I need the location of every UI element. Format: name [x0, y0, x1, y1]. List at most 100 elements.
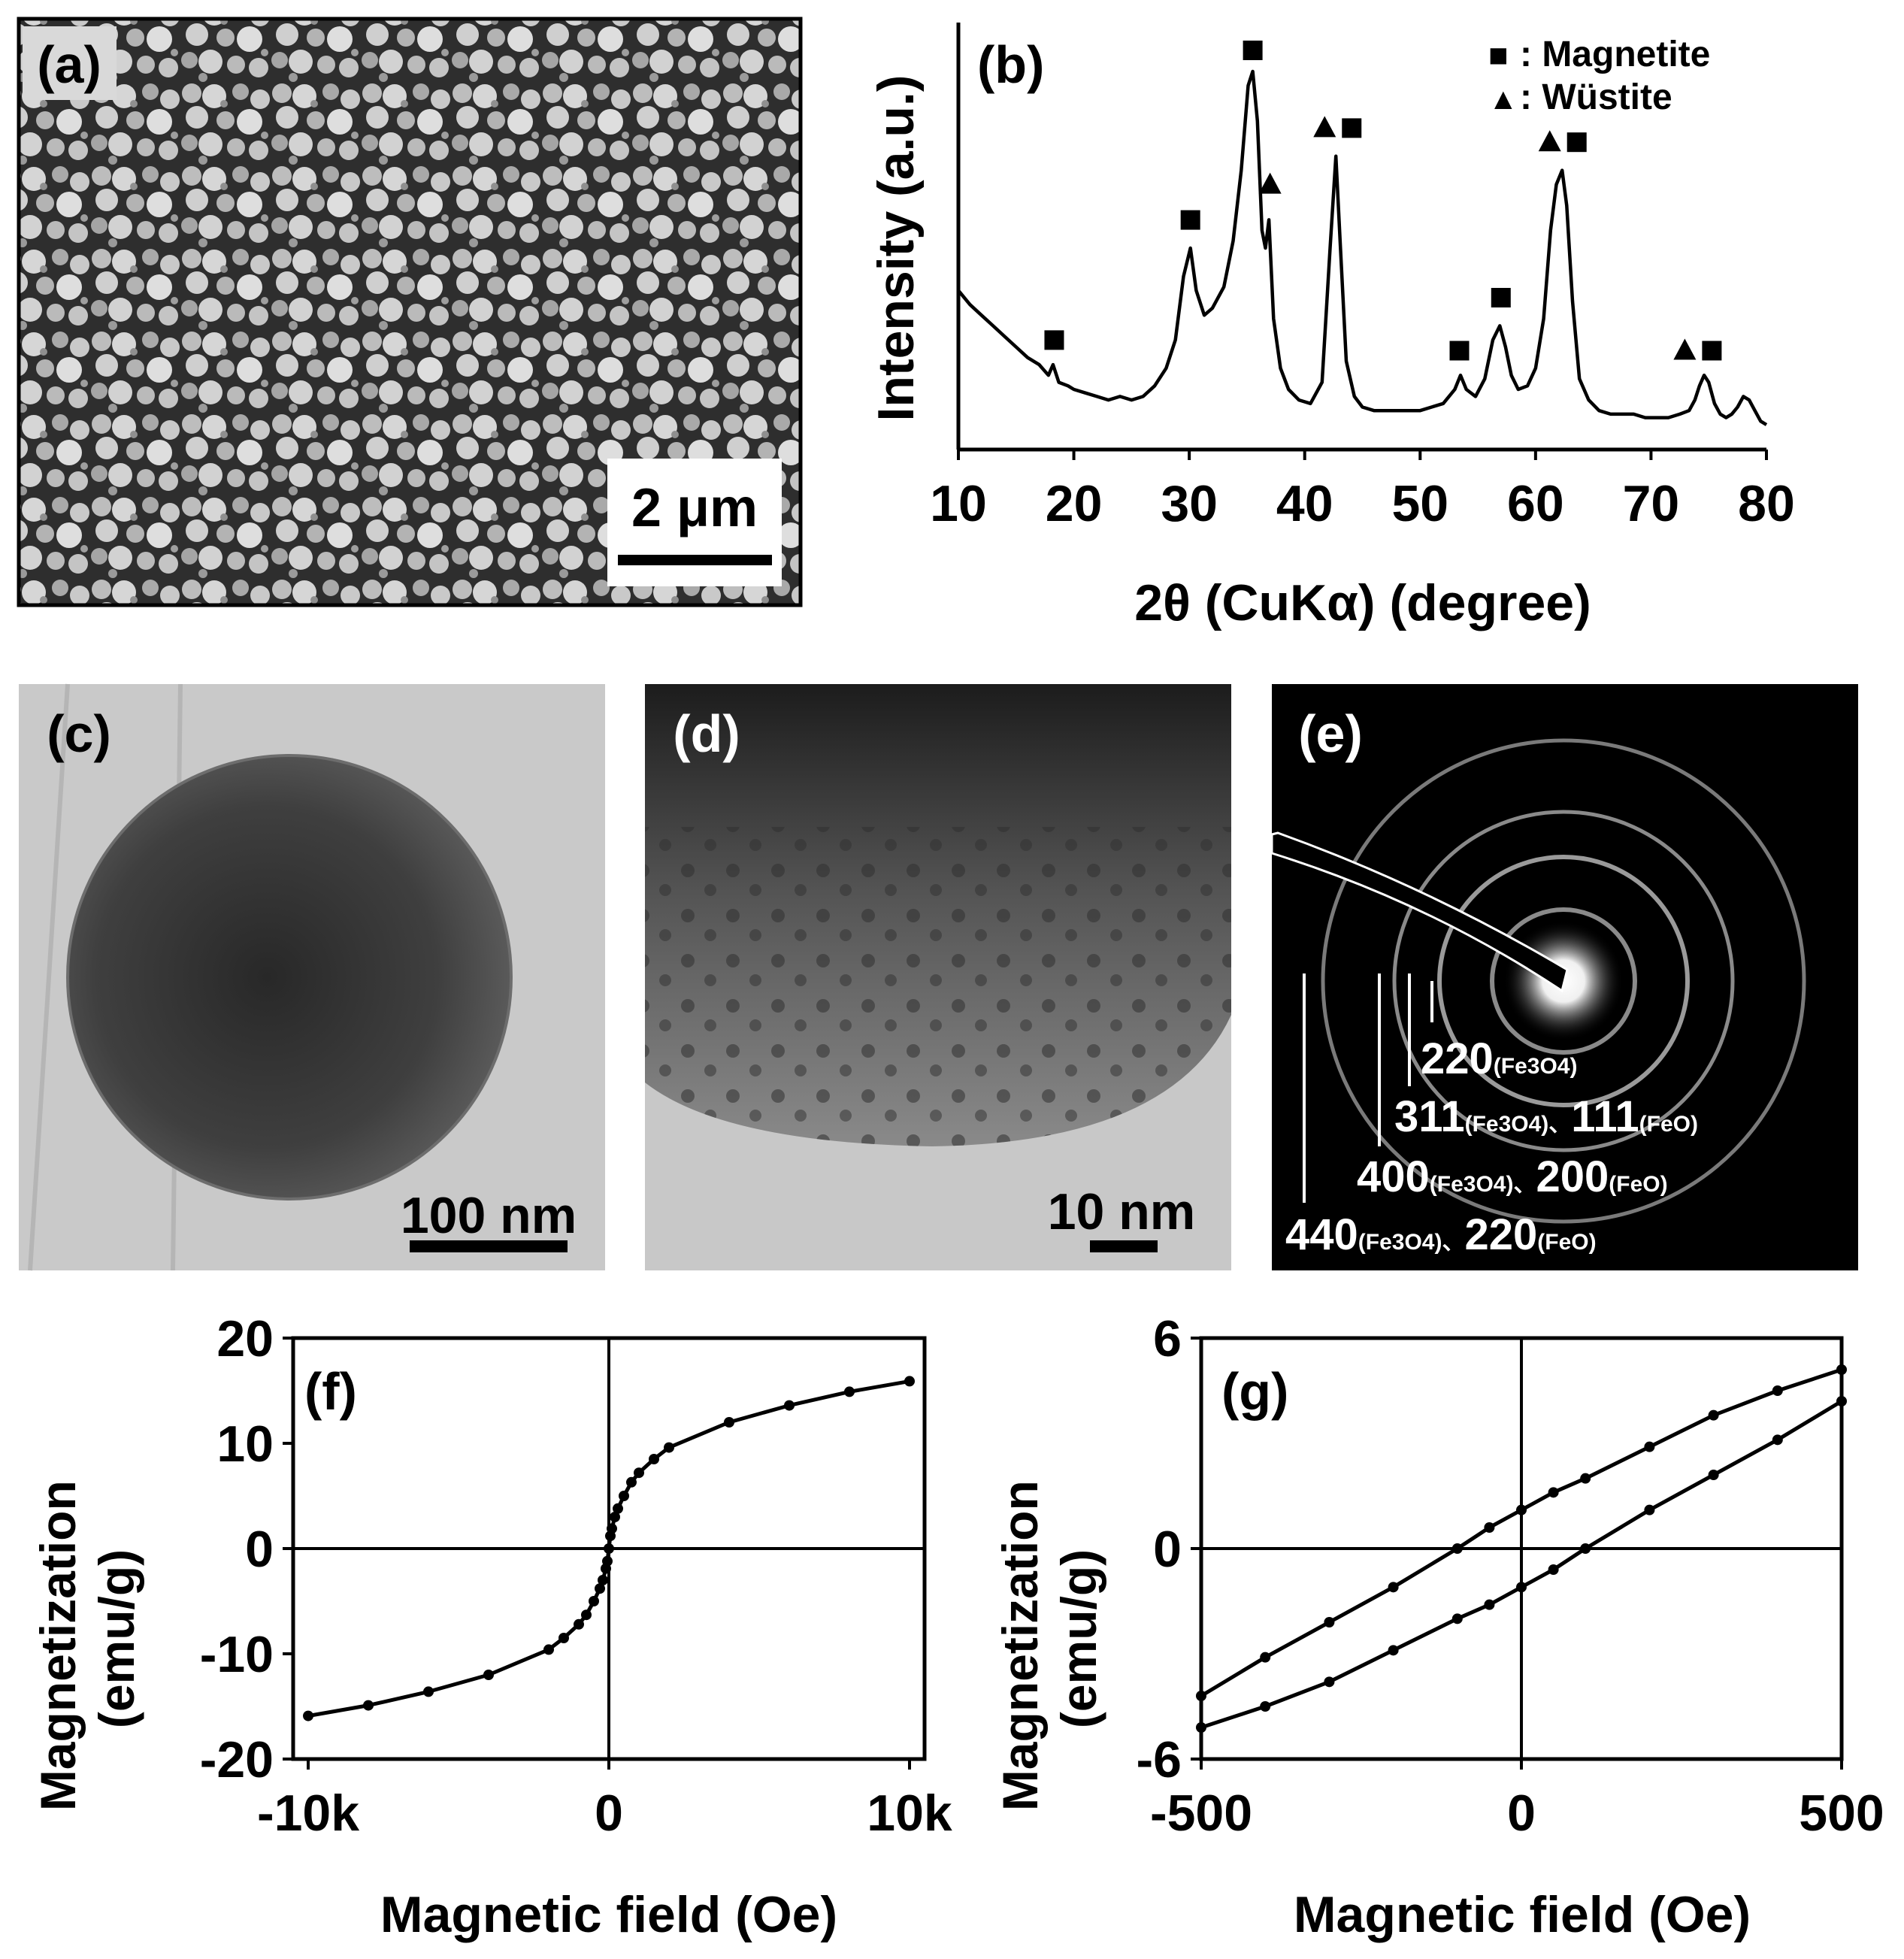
- scale-bar-label-d: 10 nm: [1048, 1183, 1196, 1240]
- chart-f-ytick-label: 0: [245, 1521, 274, 1578]
- chart-g-data-point: [1388, 1645, 1399, 1656]
- legend-magnetite-label: : Magnetite: [1520, 35, 1710, 74]
- panel-e: (e) 220(Fe3O4) 311(Fe3O4)、111(FeO) 400(F…: [1270, 684, 1858, 1270]
- chart-g-data-point: [1580, 1473, 1591, 1484]
- peak-marker-magnetite: [1044, 330, 1064, 350]
- chart-f-data-point: [607, 1523, 617, 1534]
- chart-f-ytick-label: 10: [216, 1416, 274, 1473]
- chart-g-data-point: [1324, 1617, 1335, 1627]
- chart-g-data-point: [1516, 1504, 1527, 1515]
- chart-f: 20 10 0 -10 -20-10k 0 10k (f) Magnetic field (…: [30, 1310, 952, 1943]
- chart-b-xtick-label: 20: [1046, 475, 1103, 532]
- diffraction-ring-3: [1392, 810, 1735, 1152]
- chart-g-data-point: [1484, 1599, 1495, 1610]
- panel-d: (d) 10 nm: [645, 684, 1231, 1270]
- hrtem-grains: [645, 827, 1231, 1146]
- chart-g-panel-label: (g): [1221, 1362, 1288, 1421]
- chart-g-data-point: [1484, 1522, 1495, 1533]
- chart-f-data-point: [664, 1442, 674, 1453]
- legend-magnetite-symbol: ■: [1488, 37, 1509, 74]
- chart-f-ylabel-line1: Magnetization: [30, 1480, 86, 1811]
- chart-f-xtick-label: 10k: [867, 1785, 952, 1842]
- ring-label-400: 400(Fe3O4)、200(FeO): [1357, 1152, 1668, 1201]
- chart-b-legend: ■ : Magnetite ▲ : Wüstite: [1488, 35, 1710, 117]
- chart-g-data-point: [1260, 1652, 1271, 1663]
- panel-e-label: (e): [1298, 704, 1363, 763]
- chart-f-data-point: [844, 1386, 855, 1397]
- chart-g-data-point: [1451, 1543, 1463, 1554]
- chart-f-data-point: [558, 1633, 569, 1643]
- chart-f-data-point: [619, 1491, 629, 1501]
- chart-b-xtick-label: 30: [1161, 475, 1218, 532]
- peak-marker-wustite: [1538, 130, 1561, 152]
- chart-g-ytick-label: 6: [1153, 1310, 1182, 1367]
- chart-f-data-point: [649, 1454, 659, 1464]
- chart-g-data-point: [1324, 1676, 1335, 1688]
- chart-f-data-point: [904, 1376, 915, 1387]
- chart-f-ytick-label: -20: [200, 1731, 274, 1788]
- scale-bar-c: [410, 1240, 568, 1252]
- chart-g-data-point: [1580, 1543, 1591, 1554]
- scale-bar-label-a: 2 μm: [631, 478, 758, 538]
- ring-label-311: 311(Fe3O4)、111(FeO): [1394, 1092, 1698, 1141]
- chart-g-data-point: [1388, 1582, 1399, 1593]
- chart-f-data-point: [724, 1417, 734, 1428]
- chart-f-data-point: [634, 1467, 644, 1479]
- chart-g-data-point: [1836, 1396, 1847, 1406]
- chart-f-data-point: [626, 1476, 637, 1488]
- peak-marker-magnetite: [1342, 118, 1362, 138]
- peak-marker-magnetite: [1702, 341, 1722, 361]
- chart-b-xtick-label: 40: [1276, 475, 1333, 532]
- diffraction-ring-1: [1490, 907, 1637, 1055]
- chart-f-xtick-label: 0: [595, 1785, 623, 1842]
- chart-b-xtick-label: 10: [930, 475, 987, 532]
- chart-f-data-point: [543, 1644, 554, 1655]
- chart-b-ylabel: Intensity (a.u.): [867, 75, 925, 422]
- panel-a-label-bg: [23, 26, 117, 100]
- chart-b-xtick-label: 60: [1507, 475, 1564, 532]
- chart-f-ylabel: Magnetization (emu/g): [30, 1467, 144, 1811]
- chart-g-xtick-label: 500: [1799, 1785, 1884, 1842]
- chart-b-xtick-label: 50: [1391, 475, 1448, 532]
- chart-g-data-point: [1644, 1441, 1655, 1452]
- diffraction-ring-2: [1437, 855, 1690, 1107]
- panel-d-label: (d): [673, 704, 740, 763]
- chart-g-xtick-label: 0: [1507, 1785, 1536, 1842]
- chart-g-ylabel-line2: (emu/g): [1051, 1549, 1106, 1728]
- chart-f-data-point: [613, 1503, 623, 1514]
- chart-f-data-point: [581, 1609, 592, 1621]
- chart-f-data-point: [784, 1400, 795, 1411]
- panel-a-label: (a): [37, 35, 101, 94]
- chart-g-data-point: [1451, 1613, 1463, 1624]
- chart-g-data-point: [1196, 1722, 1206, 1733]
- chart-f-data-point: [574, 1618, 584, 1630]
- chart-f-ytick-label: -10: [200, 1626, 274, 1683]
- ring-label-220: 220(Fe3O4): [1421, 1034, 1577, 1083]
- chart-f-xtick-label: -10k: [257, 1785, 359, 1842]
- chart-g-xlabel: Magnetic field (Oe): [1294, 1886, 1751, 1943]
- peak-marker-wustite: [1313, 116, 1336, 138]
- panel-c-label: (c): [47, 704, 111, 763]
- chart-g-ylabel: Magnetization (emu/g): [992, 1467, 1106, 1811]
- chart-f-ytick-label: 20: [216, 1310, 274, 1367]
- chart-g-data-point: [1196, 1691, 1206, 1701]
- ring-label-440: 440(Fe3O4)、220(FeO): [1285, 1210, 1597, 1259]
- chart-g-data-point: [1548, 1564, 1559, 1575]
- chart-f-data-point: [303, 1710, 313, 1721]
- chart-f-data-point: [598, 1575, 608, 1585]
- peak-marker-wustite: [1673, 338, 1697, 360]
- chart-f-data-point: [589, 1596, 599, 1606]
- scale-bar-d: [1090, 1240, 1158, 1252]
- panel-c: (c) 100 nm: [19, 683, 605, 1271]
- peak-marker-magnetite: [1491, 288, 1511, 307]
- chart-f-panel-label: (f): [304, 1362, 357, 1421]
- chart-f-data-point: [423, 1686, 434, 1697]
- chart-f-data-point: [363, 1700, 374, 1711]
- chart-g: 6 0 -6-500 0 500 (g) Magnetic field (Oe) Mag…: [992, 1310, 1884, 1943]
- nanosphere: [66, 754, 513, 1201]
- chart-f-data-point: [604, 1543, 614, 1554]
- chart-g-data-point: [1516, 1582, 1527, 1593]
- chart-g-data-point: [1772, 1385, 1783, 1396]
- legend-wustite-label: : Wüstite: [1520, 77, 1672, 117]
